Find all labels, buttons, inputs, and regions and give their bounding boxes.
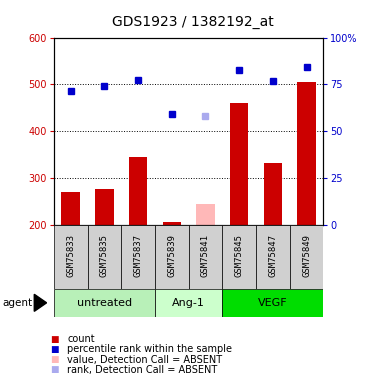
- Text: ■: ■: [50, 335, 59, 344]
- Text: GSM75847: GSM75847: [268, 234, 277, 277]
- Text: GSM75833: GSM75833: [66, 234, 75, 277]
- Text: agent: agent: [2, 298, 32, 308]
- Bar: [54, 225, 88, 289]
- Text: GDS1923 / 1382192_at: GDS1923 / 1382192_at: [112, 15, 273, 29]
- Bar: [162, 222, 181, 225]
- Bar: [230, 103, 248, 225]
- Bar: [223, 225, 256, 289]
- Text: GSM75839: GSM75839: [167, 234, 176, 277]
- Text: GSM75845: GSM75845: [235, 234, 244, 277]
- Text: GSM75849: GSM75849: [302, 234, 311, 277]
- Polygon shape: [34, 294, 47, 311]
- Text: Ang-1: Ang-1: [172, 298, 205, 308]
- Text: GSM75841: GSM75841: [201, 234, 210, 277]
- Bar: [189, 225, 223, 289]
- Bar: [95, 189, 114, 225]
- Bar: [121, 225, 155, 289]
- Bar: [290, 225, 323, 289]
- Text: count: count: [67, 334, 95, 344]
- Text: ■: ■: [50, 365, 59, 374]
- Bar: [196, 204, 215, 225]
- Bar: [223, 289, 323, 317]
- Bar: [155, 225, 189, 289]
- Bar: [88, 225, 121, 289]
- Bar: [62, 192, 80, 225]
- Text: GSM75835: GSM75835: [100, 234, 109, 277]
- Bar: [264, 163, 282, 225]
- Text: ■: ■: [50, 345, 59, 354]
- Bar: [54, 289, 155, 317]
- Bar: [129, 157, 147, 225]
- Text: VEGF: VEGF: [258, 298, 288, 308]
- Text: rank, Detection Call = ABSENT: rank, Detection Call = ABSENT: [67, 365, 218, 375]
- Bar: [155, 289, 223, 317]
- Bar: [297, 82, 316, 225]
- Text: ■: ■: [50, 355, 59, 364]
- Text: untreated: untreated: [77, 298, 132, 308]
- Text: percentile rank within the sample: percentile rank within the sample: [67, 345, 233, 354]
- Text: value, Detection Call = ABSENT: value, Detection Call = ABSENT: [67, 355, 223, 364]
- Bar: [256, 225, 290, 289]
- Text: GSM75837: GSM75837: [134, 234, 142, 277]
